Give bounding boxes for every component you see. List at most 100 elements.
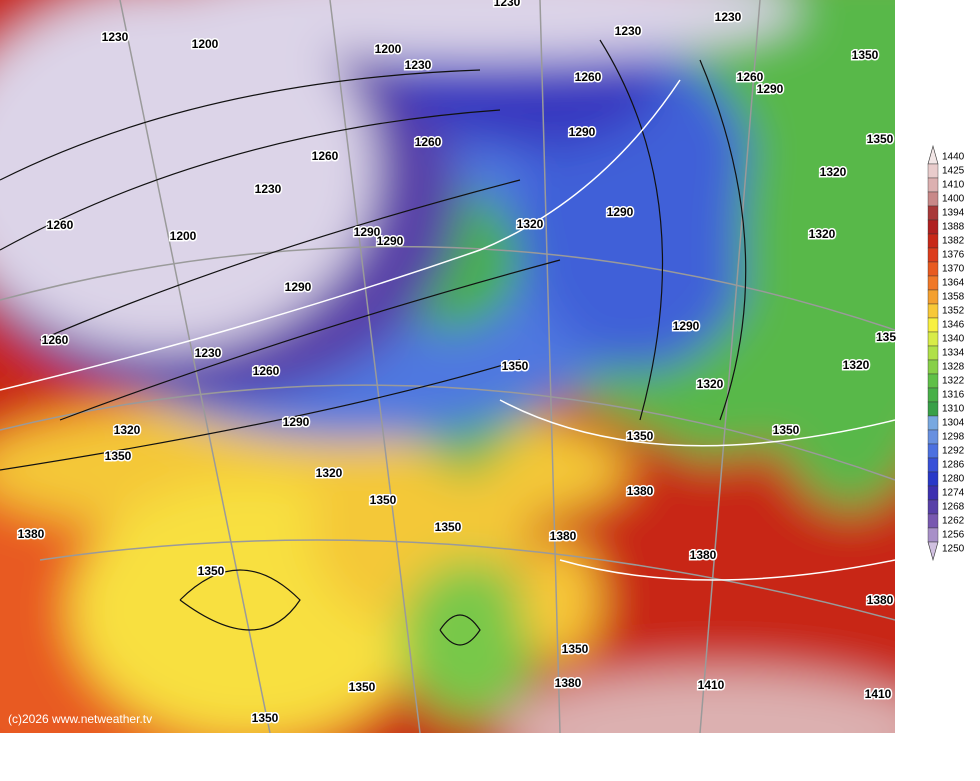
legend-swatch [927,233,939,249]
contour-label: 1320 [316,466,343,480]
contour-label: 1230 [494,0,521,9]
legend-label: 1352 [942,306,965,317]
contour-label: 1230 [405,58,432,72]
copyright: (c)2026 www.netweather.tv [8,712,152,726]
contour-label: 1380 [627,484,654,498]
thickness-lines [0,79,895,581]
legend-label: 1410 [942,180,965,191]
contour-label: 1260 [575,70,602,84]
contour-label: 1230 [715,10,742,24]
contour-label: 1380 [690,548,717,562]
legend-label: 1316 [942,390,965,401]
contour-label: 1350 [867,132,894,146]
legend-label: 1425 [942,166,965,177]
contour-label: 1200 [170,229,197,243]
legend-label: 1280 [942,474,965,485]
legend-swatch [927,163,939,179]
map-field [0,0,895,733]
contour-label: 1260 [47,218,74,232]
contour-label: 135 [876,330,896,344]
contour-label: 1350 [852,48,879,62]
contour-label: 1260 [312,149,339,163]
legend-label: 1346 [942,320,965,331]
contour-label: 1380 [867,593,894,607]
legend-label: 1388 [942,222,965,233]
legend-swatch [927,387,939,403]
legend-swatch [927,485,939,501]
legend-swatch [927,219,939,235]
legend-label: 1334 [942,348,965,359]
contour-label: 1290 [285,280,312,294]
contour-label: 1350 [198,564,225,578]
contour-label: 1410 [698,678,725,692]
legend-label: 1400 [942,194,965,205]
contour-label: 1260 [737,70,764,84]
legend-swatch [927,331,939,347]
legend-swatch [927,177,939,193]
legend-swatch [927,513,939,529]
legend-label: 1298 [942,432,965,443]
contour-label: 1230 [195,346,222,360]
legend-label: 1340 [942,334,965,345]
legend-swatch [927,415,939,431]
legend-swatch [927,429,939,445]
legend-arrow [927,144,939,165]
contour-label: 1230 [255,182,282,196]
contour-label: 1350 [349,680,376,694]
legend-swatch [927,373,939,389]
contour-label: 1320 [820,165,847,179]
legend-label: 1292 [942,446,965,457]
legend-label: 1322 [942,376,965,387]
legend-swatch [927,191,939,207]
contour-label: 1350 [370,493,397,507]
contour-label: 1230 [102,30,129,44]
legend-swatch [927,457,939,473]
legend-label: 1394 [942,208,965,219]
legend-swatch [927,289,939,305]
legend-swatch [927,443,939,459]
legend-label: 1274 [942,488,965,499]
legend-swatch [927,275,939,291]
contour-label: 1350 [562,642,589,656]
legend-label: 1382 [942,236,965,247]
contour-label: 1410 [865,687,892,701]
contours [0,39,747,646]
contour-label: 1290 [607,205,634,219]
legend-swatch [927,317,939,333]
contour-label: 1320 [517,217,544,231]
legend-swatch [927,359,939,375]
legend-swatch [927,471,939,487]
contour-label: 1320 [697,377,724,391]
contour-label: 1380 [18,527,45,541]
legend-label: 1370 [942,264,965,275]
contour-label: 1290 [377,234,404,248]
contour-label: 1200 [192,37,219,51]
contour-label: 1260 [253,364,280,378]
legend-label: 1440 [942,152,965,163]
legend-swatch [927,205,939,221]
legend-swatch [927,261,939,277]
contour-label: 1260 [415,135,442,149]
contour-label: 1200 [375,42,402,56]
legend-label: 1286 [942,460,965,471]
legend-label: 1328 [942,362,965,373]
contour-label: 1290 [354,225,381,239]
contour-label: 1350 [773,423,800,437]
legend-swatch [927,527,939,543]
legend-swatch [927,401,939,417]
contour-label: 1290 [569,125,596,139]
legend-swatch [927,345,939,361]
legend-label: 1376 [942,250,965,261]
contour-label: 1320 [114,423,141,437]
legend-arrow [927,541,939,562]
contour-label: 1350 [627,429,654,443]
contour-label: 1320 [809,227,836,241]
contour-label: 1290 [673,319,700,333]
legend-swatch [927,499,939,515]
contour-label: 1320 [843,358,870,372]
legend-label: 1268 [942,502,965,513]
legend-label: 1250 [942,544,965,555]
legend-label: 1262 [942,516,965,527]
